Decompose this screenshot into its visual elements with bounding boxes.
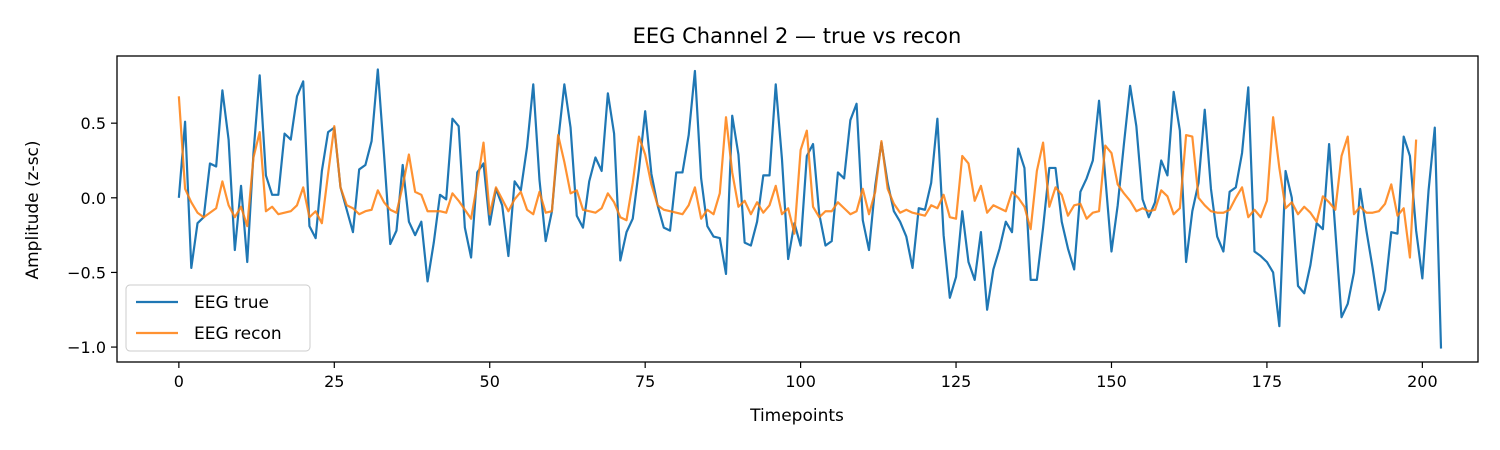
legend: EEG true EEG recon <box>125 284 311 352</box>
x-tick-label: 200 <box>1407 372 1438 391</box>
y-axis: −1.0 −0.5 0.0 0.5 <box>67 114 117 357</box>
x-tick-label: 50 <box>480 372 500 391</box>
legend-label: EEG true <box>194 293 269 313</box>
y-tick-label: −0.5 <box>67 263 106 282</box>
x-tick-label: 100 <box>785 372 816 391</box>
x-axis: 0 25 50 75 100 125 150 175 200 <box>174 362 1438 391</box>
y-axis-label: Amplitude (z-sc) <box>23 140 43 279</box>
legend-label: EEG recon <box>194 324 282 344</box>
x-tick-label: 125 <box>941 372 972 391</box>
x-tick-label: 25 <box>324 372 344 391</box>
axes-frame <box>116 55 1479 363</box>
x-axis-label: Timepoints <box>749 406 844 426</box>
y-tick-label: −1.0 <box>67 338 106 357</box>
x-tick-label: 75 <box>635 372 655 391</box>
x-tick-label: 150 <box>1096 372 1127 391</box>
y-tick-label: 0.0 <box>81 189 106 208</box>
series-line-eeg-recon <box>177 96 1418 259</box>
series-group <box>177 68 1443 349</box>
series-line-eeg-true <box>177 68 1443 349</box>
y-tick-label: 0.5 <box>81 114 106 133</box>
x-tick-label: 0 <box>174 372 184 391</box>
x-tick-label: 175 <box>1252 372 1283 391</box>
chart-title: EEG Channel 2 — true vs recon <box>633 24 962 48</box>
plot-area <box>116 55 1479 363</box>
